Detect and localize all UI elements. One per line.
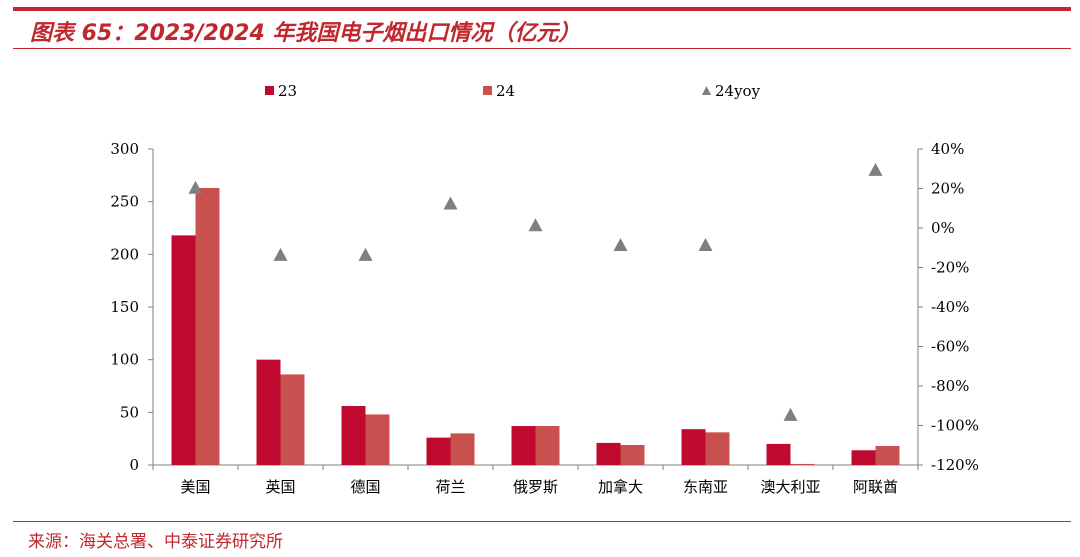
marker-24yoy: [528, 218, 543, 232]
bar-23: [256, 359, 281, 465]
left-axis-tick-label: 200: [110, 245, 139, 263]
bar-24: [875, 446, 900, 465]
bar-24: [280, 374, 305, 465]
legend-label-24: 24: [496, 82, 515, 100]
right-axis-tick-label: -120%: [931, 456, 979, 474]
bar-24: [535, 426, 560, 465]
bar-23: [766, 443, 791, 465]
marker-24yoy: [358, 247, 373, 261]
x-axis-category-label: 东南亚: [683, 478, 728, 496]
left-axis-tick-label: 100: [110, 351, 139, 369]
bottom-rule: [13, 521, 1071, 522]
legend-label-24yoy: 24yoy: [715, 82, 761, 100]
marker-24yoy: [698, 237, 713, 251]
bar-24: [450, 433, 475, 465]
marker-24yoy: [783, 407, 798, 421]
legend-label-23: 23: [278, 82, 297, 100]
marker-24yoy: [443, 196, 458, 210]
right-axis-tick-label: -60%: [931, 338, 969, 356]
figure-title: 图表 65：2023/2024 年我国电子烟出口情况（亿元）: [30, 21, 581, 46]
top-rule: [13, 7, 1071, 11]
x-axis-category-label: 阿联酋: [853, 478, 898, 496]
bar-24: [705, 432, 730, 465]
x-axis-category-label: 澳大利亚: [760, 478, 820, 496]
x-axis-category-label: 俄罗斯: [513, 478, 558, 496]
left-axis-tick-label: 150: [110, 298, 139, 316]
source-note: 来源：海关总署、中泰证券研究所: [28, 532, 283, 552]
marker-24yoy: [188, 180, 203, 194]
marker-24yoy: [868, 162, 883, 176]
bar-23: [511, 426, 536, 465]
right-axis-tick-label: 20%: [931, 180, 964, 198]
bar-24: [195, 187, 220, 465]
bar-23: [341, 406, 366, 465]
bar-24: [620, 444, 645, 465]
left-axis-tick-label: 50: [120, 403, 139, 421]
bar-24: [365, 414, 390, 465]
marker-24yoy: [273, 247, 288, 261]
x-axis-category-label: 美国: [180, 478, 210, 496]
bar-23: [681, 429, 706, 465]
x-axis-category-label: 英国: [265, 478, 295, 496]
bar-24: [790, 463, 815, 465]
right-axis-tick-label: 0%: [931, 219, 955, 237]
legend-swatch-24: [483, 86, 492, 95]
right-axis-tick-label: -20%: [931, 259, 969, 277]
left-axis-tick-label: 250: [110, 193, 139, 211]
bar-23: [596, 442, 621, 465]
x-axis-category-label: 加拿大: [598, 478, 643, 496]
right-axis-tick-label: -40%: [931, 298, 969, 316]
right-axis-tick-label: -80%: [931, 377, 969, 395]
right-axis-tick-label: -100%: [931, 417, 979, 435]
marker-24yoy: [613, 237, 628, 251]
bar-23: [426, 437, 451, 465]
left-axis-tick-label: 300: [110, 140, 139, 158]
bar-23: [171, 235, 196, 465]
left-axis-tick-label: 0: [129, 456, 139, 474]
x-axis-category-label: 德国: [350, 478, 380, 496]
legend-swatch-23: [265, 86, 274, 95]
x-axis-category-label: 荷兰: [435, 478, 465, 496]
legend-swatch-24yoy: [702, 86, 711, 95]
bar-23: [851, 450, 876, 465]
right-axis-tick-label: 40%: [931, 140, 964, 158]
title-rule: [13, 48, 1071, 49]
